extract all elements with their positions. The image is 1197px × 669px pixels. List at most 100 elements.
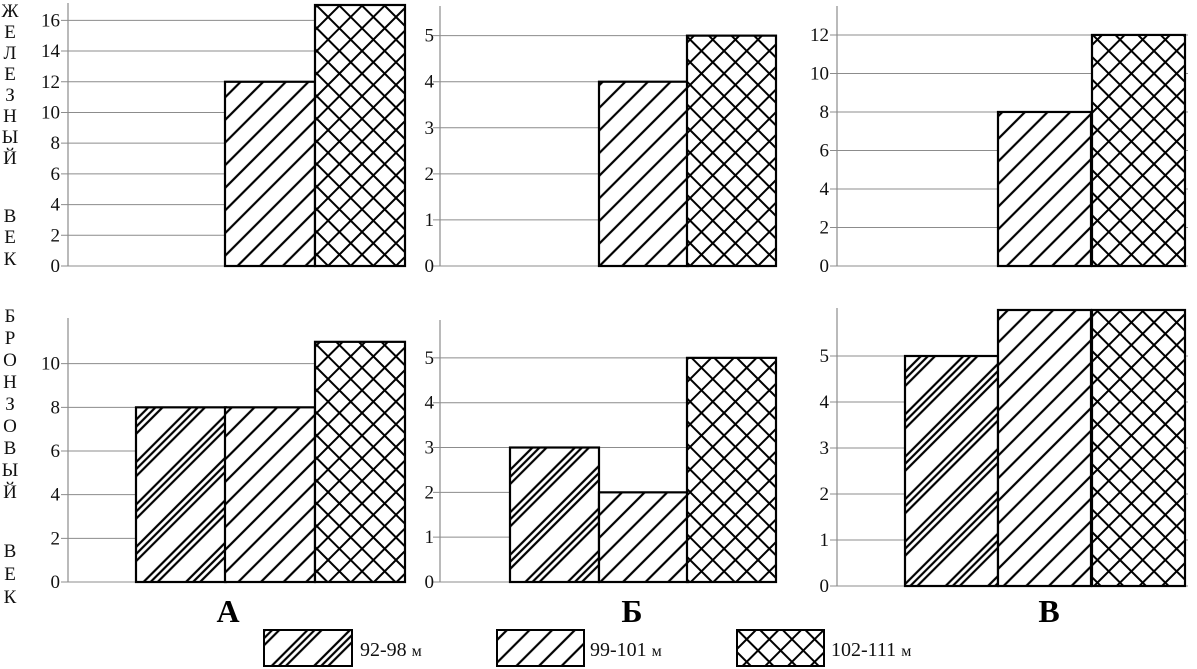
y-tick-label: 2 [425,482,435,503]
bar-99-101-bronze-age-A [223,406,317,584]
y-tick-label: 10 [41,102,60,123]
chart-panel-bronze-age-B: 0 1 2 3 4 5 [425,320,778,593]
legend-swatch-crosshatch [736,629,825,667]
y-tick-label: 1 [425,527,435,548]
column-label-a: А [216,593,239,629]
y-tick-label: 6 [51,441,61,462]
chart-panel-bronze-age-V: 0 1 2 3 4 5 [820,308,1188,597]
y-tick-label: 14 [41,41,61,62]
row-label-char: В [4,541,17,562]
y-tick-label: 5 [820,346,830,367]
row-label-char: К [4,249,17,270]
bar-102-111-bronze-age-A [313,340,407,584]
row-label-char: В [4,438,17,459]
y-tick-label: 4 [51,485,61,506]
row-label-char: Й [3,482,17,503]
bar-102-111-bronze-age-V [1090,308,1187,588]
row-label-char: З [5,394,15,415]
row-label-char: Й [3,148,17,169]
y-tick-label: 4 [51,195,61,216]
bar-99-101-bronze-age-V [996,308,1093,588]
y-tick-label: 8 [51,133,61,154]
row-label-char: Е [4,227,16,248]
row-label-char: З [5,85,15,106]
row-label-char: Е [4,64,16,85]
row-label-char: В [4,206,17,227]
legend-swatch-diagonal [496,629,585,667]
row-label-char: К [4,587,17,608]
bar-99-101-iron-age-B [597,80,690,268]
row-label-char: Н [3,372,17,393]
row-label-char: Ы [2,460,19,481]
y-tick-label: 0 [425,256,435,277]
column-labels: А Б В [216,593,1059,629]
y-tick-label: 6 [51,164,61,185]
y-tick-label: 1 [425,210,435,231]
column-label-v: В [1038,593,1059,629]
y-tick-label: 0 [820,576,830,597]
legend-label: 99-101 м [590,639,662,661]
y-tick-label: 3 [425,118,435,139]
y-tick-label: 0 [51,256,61,277]
y-tick-label: 16 [41,10,60,31]
legend-item-92-98: 92-98 м [263,629,422,667]
legend-item-102-111: 102-111 м [736,629,911,667]
bar-92-98-bronze-age-A [134,406,228,584]
bar-99-101-bronze-age-B [597,491,690,584]
bar-92-98-bronze-age-B [508,446,601,584]
y-tick-label: 8 [51,397,61,418]
y-tick-label: 2 [51,528,61,549]
chart-panel-iron-age-V: 0 2 4 6 8 10 12 [810,6,1188,277]
bar-92-98-bronze-age-V [903,354,1000,588]
bar-99-101-iron-age-V [996,110,1093,268]
row-label-char: Е [4,564,16,585]
bar-102-111-bronze-age-B [685,356,778,584]
row-label-char: Е [4,22,16,43]
y-tick-label: 3 [425,438,435,459]
row-label-char: О [3,416,17,437]
row-label-char: Ж [1,1,19,22]
legend-item-99-101: 99-101 м [496,629,662,667]
legend-swatch-divider [352,630,353,666]
legend-swatch-dense-diagonal [263,629,353,667]
y-tick-label: 4 [820,179,830,200]
column-label-b: Б [621,593,642,629]
y-tick-label: 12 [41,72,60,93]
y-tick-label: 1 [820,530,830,551]
y-tick-label: 4 [425,393,435,414]
y-tick-label: 4 [820,392,830,413]
row-label-char: Н [3,106,17,127]
legend-label: 92-98 м [360,639,422,661]
y-tick-label: 2 [820,484,830,505]
row-label-bronze-age: Б Р О Н З О В Ы Й В Е К [2,306,19,608]
legend: 92-98 м 99-101 м 102-111 м [263,629,911,667]
y-tick-label: 2 [425,164,435,185]
bar-102-111-iron-age-B [685,34,778,268]
y-tick-label: 0 [425,572,435,593]
chart-panel-bronze-age-A: 0 2 4 6 8 10 [41,318,407,593]
y-tick-label: 3 [820,438,830,459]
chart-panels: 0246810121416012345024681012024681001234… [41,3,1188,597]
y-tick-label: 6 [820,140,830,161]
y-tick-label: 10 [41,354,60,375]
y-tick-label: 5 [425,26,435,47]
bar-102-111-iron-age-V [1090,33,1187,268]
bar-102-111-iron-age-A [313,3,407,268]
row-label-char: Л [4,43,17,64]
row-label-iron-age: Ж Е Л Е З Н Ы Й В Е К [1,1,19,270]
row-label-char: Р [5,328,16,349]
y-tick-label: 0 [820,256,830,277]
y-tick-label: 5 [425,348,435,369]
y-tick-label: 12 [810,25,829,46]
chart-panel-iron-age-A: 0 2 4 6 8 10 12 14 16 [41,3,407,277]
y-tick-label: 2 [820,217,830,238]
y-tick-label: 10 [810,63,829,84]
row-label-char: Ы [2,127,19,148]
row-label-char: О [3,350,17,371]
y-tick-label: 2 [51,225,61,246]
legend-label: 102-111 м [831,639,911,661]
bar-99-101-iron-age-A [223,80,317,268]
chart-panel-iron-age-B: 0 1 2 3 4 5 [425,6,778,277]
row-label-char: Б [5,306,16,327]
